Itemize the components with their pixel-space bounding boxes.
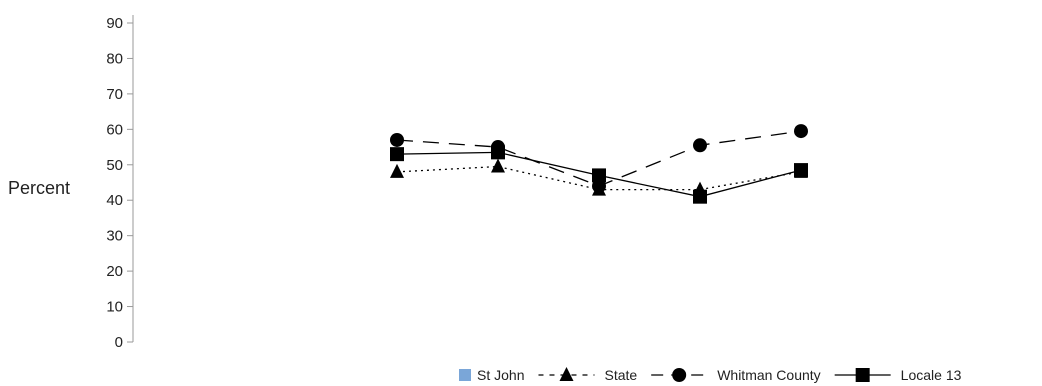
legend-swatch-0 [459,369,471,381]
data-point-1-1 [491,158,505,173]
data-point-2-4 [794,124,808,139]
y-tick-label: 10 [106,299,123,316]
legend-marker-1 [559,367,574,381]
data-point-3-0 [390,147,404,162]
y-tick-label: 20 [106,263,123,280]
legend-label-0: St John [477,367,524,383]
y-tick-label: 30 [106,228,123,245]
data-point-2-2 [592,179,606,194]
legend-label-1: State [604,367,637,383]
y-tick-label: 0 [115,334,123,351]
y-tick-label: 80 [106,50,123,67]
legend-label-2: Whitman County [717,367,820,383]
data-point-2-0 [390,132,404,147]
plot-markers [390,124,808,204]
legend-marker-3 [855,368,870,382]
data-point-1-0 [390,163,404,178]
y-axis: 0 10 20 30 40 50 60 70 80 90 [106,15,134,351]
legend-marker-2 [672,368,687,382]
data-point-3-3 [693,189,707,204]
y-axis-label: Percent [8,178,70,198]
y-tick-label: 70 [106,86,123,103]
y-tick-label: 60 [106,121,123,138]
y-tick-label: 90 [106,15,123,32]
y-tick-label: 40 [106,192,123,209]
data-point-2-3 [693,138,707,153]
data-point-3-2 [592,168,606,183]
legend-label-3: Locale 13 [901,367,962,383]
legend: St John State Whitman County Locale 13 [459,367,962,383]
y-tick-label: 50 [106,157,123,174]
data-point-3-4 [794,163,808,178]
data-point-3-1 [491,145,505,160]
